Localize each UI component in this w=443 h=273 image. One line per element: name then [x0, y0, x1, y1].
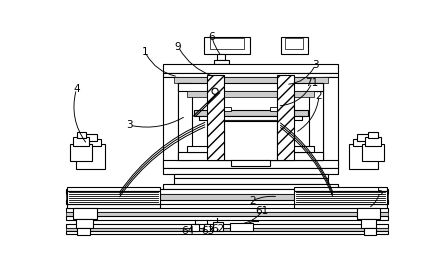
Bar	[74, 208, 97, 219]
Text: 3: 3	[312, 60, 319, 70]
Bar	[349, 144, 378, 169]
Bar	[284, 178, 298, 185]
Bar	[295, 204, 387, 208]
Bar	[187, 178, 201, 185]
Bar	[178, 83, 192, 160]
Bar	[357, 134, 371, 141]
Bar	[83, 134, 97, 141]
Bar	[66, 194, 388, 200]
Bar	[365, 228, 376, 235]
Bar	[295, 191, 387, 204]
Bar	[203, 37, 250, 54]
Bar	[214, 120, 287, 124]
Bar	[66, 228, 388, 231]
Bar	[245, 178, 259, 185]
Text: 6: 6	[209, 32, 215, 42]
Bar	[221, 108, 231, 111]
Text: 71: 71	[306, 78, 319, 88]
Bar	[163, 64, 338, 73]
Bar	[206, 178, 221, 185]
Bar	[187, 91, 314, 97]
Bar	[199, 116, 302, 120]
Bar	[178, 83, 323, 91]
Bar	[77, 132, 86, 138]
Bar	[214, 60, 229, 64]
Bar	[277, 75, 295, 160]
Bar	[210, 38, 244, 49]
Bar	[163, 73, 338, 77]
Bar	[218, 54, 225, 60]
Text: 2: 2	[249, 196, 256, 206]
Bar	[163, 185, 338, 189]
Bar	[295, 187, 387, 191]
Text: 9: 9	[175, 41, 182, 52]
Bar	[194, 110, 307, 116]
Bar	[67, 187, 159, 191]
Bar	[163, 168, 338, 174]
Bar	[66, 224, 388, 228]
Text: 64: 64	[181, 226, 194, 236]
Bar	[280, 37, 307, 54]
Bar	[66, 216, 388, 220]
Bar	[206, 75, 224, 160]
Text: 4: 4	[73, 84, 80, 94]
Text: 5: 5	[377, 187, 383, 197]
Bar	[67, 191, 159, 204]
Text: 2: 2	[316, 91, 323, 101]
Bar	[168, 73, 333, 77]
Bar	[365, 137, 381, 146]
Bar	[66, 208, 388, 212]
Bar	[231, 160, 270, 166]
Bar	[66, 231, 388, 234]
Bar	[163, 160, 338, 168]
Bar	[174, 178, 327, 185]
Bar	[357, 208, 380, 219]
Bar	[368, 132, 377, 138]
Bar	[353, 139, 374, 146]
Text: 63: 63	[201, 226, 214, 236]
Bar	[187, 146, 314, 152]
Bar	[76, 219, 93, 228]
Bar	[230, 223, 253, 231]
Text: 3: 3	[126, 120, 133, 130]
Bar	[309, 83, 323, 160]
Bar	[178, 152, 323, 160]
Bar	[80, 139, 101, 146]
Bar	[204, 224, 210, 232]
Bar	[191, 224, 199, 232]
Bar	[70, 144, 92, 161]
Bar	[66, 189, 388, 194]
Bar	[77, 228, 89, 235]
Bar	[361, 219, 376, 228]
Bar	[224, 121, 277, 160]
Bar	[285, 38, 303, 49]
Bar	[74, 137, 89, 146]
Bar	[174, 174, 327, 178]
Bar	[76, 144, 105, 169]
Bar	[66, 212, 388, 216]
Bar	[174, 77, 327, 83]
Bar	[213, 222, 223, 232]
Bar	[163, 77, 178, 168]
Circle shape	[212, 88, 218, 94]
Text: 1: 1	[142, 47, 148, 57]
Bar	[270, 108, 280, 111]
Text: 61: 61	[256, 206, 269, 216]
Bar	[66, 200, 388, 204]
Bar	[323, 77, 338, 168]
Bar	[264, 178, 278, 185]
Text: 62: 62	[212, 224, 225, 234]
Bar	[226, 178, 240, 185]
Bar	[362, 144, 384, 161]
Bar	[67, 204, 159, 208]
